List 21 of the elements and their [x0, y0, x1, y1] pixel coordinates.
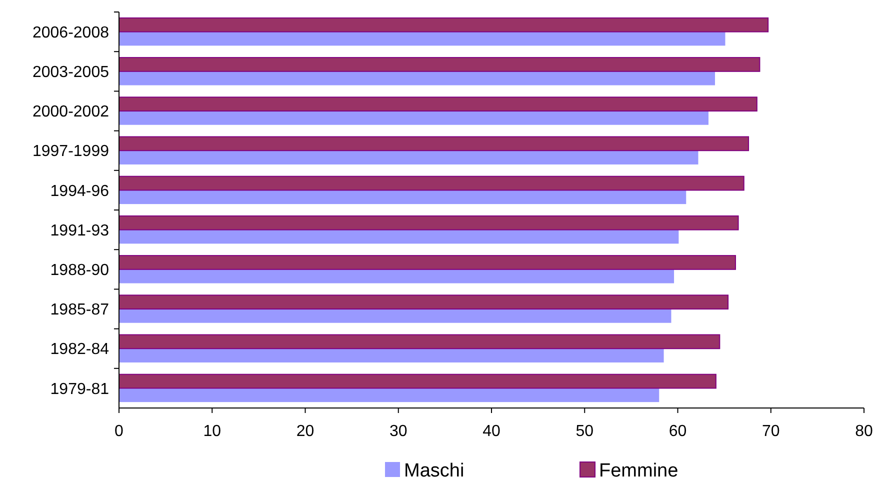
x-tick-label: 80	[855, 423, 873, 440]
y-tick-label: 1991-93	[50, 222, 110, 240]
y-tick-label: 2006-2008	[32, 24, 110, 42]
x-tick-label: 40	[482, 423, 500, 440]
y-tick-label: 2000-2002	[32, 104, 110, 121]
x-tick-label: 60	[668, 423, 687, 440]
legend-label: Maschi	[404, 460, 464, 482]
x-tick-label: 30	[389, 423, 408, 440]
legend-label: Femmine	[599, 460, 678, 482]
y-tick-label: 1985-87	[50, 302, 110, 319]
x-tick-label: 70	[762, 423, 780, 440]
y-tick-label: 1994-96	[50, 182, 110, 200]
x-tick-label: 0	[114, 423, 124, 440]
y-tick-label: 1979-81	[50, 380, 110, 398]
y-tick-label: 2003-2005	[32, 64, 110, 81]
y-tick-label: 1997-1999	[32, 143, 110, 160]
y-tick-label: 1982-84	[50, 341, 110, 358]
x-tick-label: 50	[576, 423, 594, 440]
x-tick-label: 20	[296, 423, 314, 440]
x-tick-label: 10	[203, 423, 222, 440]
y-tick-label: 1988-90	[50, 262, 110, 279]
